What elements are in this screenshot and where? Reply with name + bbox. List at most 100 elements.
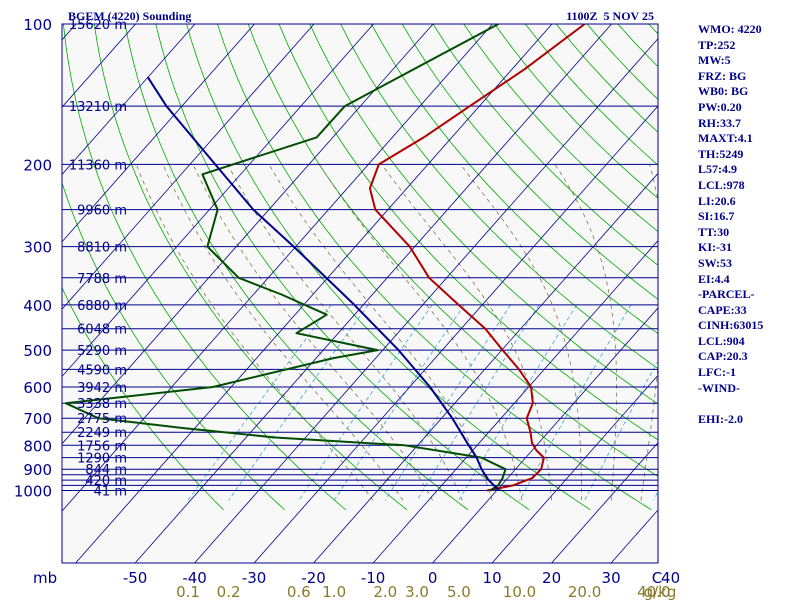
height-label: 4590 m	[77, 363, 127, 378]
mixing-ratio-line	[584, 360, 658, 501]
pressure-unit-label: mb	[33, 569, 57, 587]
height-label: 7788 m	[77, 272, 127, 287]
temperature-profile-line	[368, 24, 586, 492]
plot-area	[62, 24, 658, 563]
index-row: TH:5249	[698, 146, 744, 161]
index-row: RH:33.7	[698, 115, 741, 130]
index-row: TT:30	[698, 224, 730, 239]
index-row: CAPE:33	[698, 302, 747, 317]
height-label: 3942 m	[77, 381, 127, 396]
dry-adiabat	[401, 24, 658, 300]
moist-adiabat	[554, 164, 617, 501]
isotherm	[134, 24, 612, 563]
index-row: EHI:-2.0	[698, 411, 743, 426]
pressure-tick-label: 800	[23, 437, 52, 455]
temperature-tick-label: 10	[483, 569, 502, 587]
index-row: LCL:978	[698, 177, 745, 192]
isotherm	[75, 24, 553, 563]
height-label: 13210 m	[69, 100, 127, 115]
pressure-tick-label: 1000	[14, 483, 52, 501]
dry-adiabat	[432, 24, 658, 266]
temperature-tick-label: 40	[661, 569, 680, 587]
height-label: 41 m	[94, 485, 127, 500]
index-row: CINH:63015	[698, 318, 764, 333]
isotherm	[551, 442, 658, 563]
pressure-tick-label: 900	[23, 461, 52, 479]
mixing-ratio-tick-label: 0.6	[287, 583, 311, 600]
height-label: 844 m	[85, 463, 127, 478]
mixing-ratio-line	[458, 304, 578, 501]
temperature-tick-label: -40	[182, 569, 207, 587]
index-row: MW:5	[698, 53, 731, 68]
temperature-tick-label: -30	[242, 569, 267, 587]
isotherm	[62, 24, 493, 512]
mixing-ratio-tick-label: 2.0	[373, 583, 397, 600]
dry-adiabat	[463, 24, 658, 233]
height-label: 2249 m	[77, 426, 127, 441]
mixing-ratio-unit-label: g/kg	[644, 583, 677, 600]
index-row	[698, 396, 798, 412]
isotherm	[62, 24, 374, 378]
pressure-tick-label: 100	[23, 16, 52, 34]
moist-adiabat	[460, 164, 582, 501]
index-row: KI:-31	[698, 240, 732, 255]
dewpoint-profile-line	[64, 24, 507, 492]
index-row: L57:4.9	[698, 162, 737, 177]
temperature-tick-label: -50	[123, 569, 148, 587]
mixing-ratio-tick-label: 40.0	[637, 583, 670, 600]
temperature-tick-label: 0	[428, 569, 438, 587]
index-row: PW:0.20	[698, 99, 742, 114]
isotherm	[372, 240, 658, 563]
dry-adiabat	[340, 24, 658, 370]
mixing-ratio-line	[333, 304, 465, 501]
height-label: 2775 m	[77, 412, 127, 427]
pressure-tick-label: 400	[23, 297, 52, 315]
isotherm	[62, 24, 315, 310]
height-label: 6880 m	[77, 299, 127, 314]
temperature-tick-label: 20	[542, 569, 561, 587]
index-row: SW:53	[698, 255, 733, 270]
index-row: FRZ: BG	[698, 68, 747, 83]
moist-adiabat	[268, 164, 493, 501]
index-row: LI:20.6	[698, 193, 736, 208]
pressure-tick-label: 600	[23, 379, 52, 397]
height-label: 8810 m	[77, 241, 127, 256]
index-row: -PARCEL-	[698, 287, 755, 302]
moist-adiabat	[640, 164, 658, 501]
height-label: 5290 m	[77, 344, 127, 359]
mixing-ratio-line	[187, 304, 332, 501]
mixing-ratio-tick-label: 0.2	[217, 583, 241, 600]
index-row: EI:4.4	[698, 271, 730, 286]
mixing-ratio-tick-label: 20.0	[568, 583, 601, 600]
index-row: -WIND-	[698, 380, 740, 395]
chart-datetime: 1100Z 5 NOV 25	[566, 9, 654, 23]
height-label: 11360 m	[69, 158, 127, 173]
pressure-tick-label: 500	[23, 342, 52, 360]
parcel-profile-line	[146, 76, 500, 492]
moist-adiabat	[192, 164, 433, 501]
isotherm	[62, 24, 255, 243]
indices-panel: WMO: 4220 TP:252 MW:5 FRZ: BG WB0: BG PW:0.20…	[698, 22, 798, 427]
moist-adiabat	[227, 164, 463, 501]
mixing-ratio-tick-label: 1.0	[322, 583, 346, 600]
isotherm	[253, 105, 658, 563]
height-label: 3338 m	[77, 397, 127, 412]
chart-title: BGEM (4220) Sounding	[68, 9, 191, 23]
index-row: WMO: 4220	[698, 22, 762, 36]
mixing-ratio-line	[384, 304, 511, 501]
index-row: SI:16.7	[698, 209, 735, 224]
isotherm	[194, 38, 658, 563]
index-row: MAXT:4.1	[698, 131, 753, 146]
height-label: 9960 m	[77, 204, 127, 219]
isotherm	[432, 307, 658, 563]
plot-frame	[61, 23, 659, 564]
mixing-ratio-line	[298, 304, 433, 501]
index-row: TP:252	[698, 37, 736, 52]
height-label: 15620 m	[69, 18, 127, 33]
temperature-unit-label: C	[652, 569, 662, 587]
isotherm	[491, 374, 658, 563]
temperature-tick-label: 30	[602, 569, 621, 587]
height-label: 1756 m	[77, 439, 127, 454]
mixing-ratio-line	[416, 304, 540, 501]
